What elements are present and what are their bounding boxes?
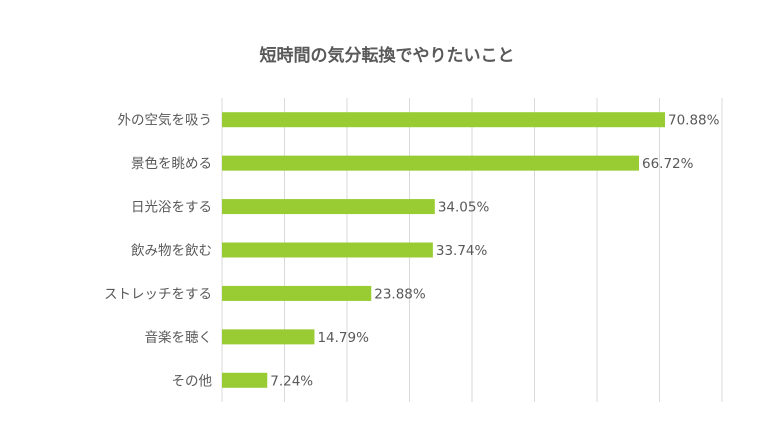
bar-2 bbox=[222, 199, 435, 215]
data-label-2: 34.05% bbox=[438, 200, 490, 216]
category-label-0: 外の空気を吸う bbox=[118, 113, 213, 129]
data-labels: 70.88% 66.72% 34.05% 33.74% 23.88% 14.79% 7.24… bbox=[270, 113, 719, 390]
category-label-1: 景色を眺める bbox=[131, 155, 212, 172]
category-label-6: その他 bbox=[172, 373, 213, 389]
bar-5 bbox=[222, 329, 315, 345]
chart-title: 短時間の気分転換でやりたいこと bbox=[260, 45, 515, 66]
category-label-3: 飲み物を飲む bbox=[131, 243, 212, 259]
bar-3 bbox=[222, 242, 433, 258]
category-label-2: 日光浴をする bbox=[131, 200, 212, 216]
gridlines bbox=[221, 98, 723, 402]
bar-0 bbox=[222, 112, 665, 128]
bars bbox=[222, 112, 665, 388]
category-labels: 外の空気を吸う景色を眺める日光浴をする飲み物を飲むストレッチをする音楽を聴くその… bbox=[104, 113, 212, 390]
data-label-6: 7.24% bbox=[270, 373, 313, 389]
data-label-1: 66.72% bbox=[642, 156, 694, 172]
data-label-3: 33.74% bbox=[436, 243, 488, 259]
bar-1 bbox=[222, 155, 639, 171]
data-label-4: 23.88% bbox=[374, 286, 426, 302]
data-label-0: 70.88% bbox=[668, 113, 720, 129]
category-label-5: 音楽を聴く bbox=[145, 329, 213, 346]
category-label-4: ストレッチをする bbox=[104, 286, 212, 302]
data-label-5: 14.79% bbox=[317, 330, 369, 346]
bar-4 bbox=[222, 285, 372, 301]
bar-6 bbox=[222, 372, 268, 388]
